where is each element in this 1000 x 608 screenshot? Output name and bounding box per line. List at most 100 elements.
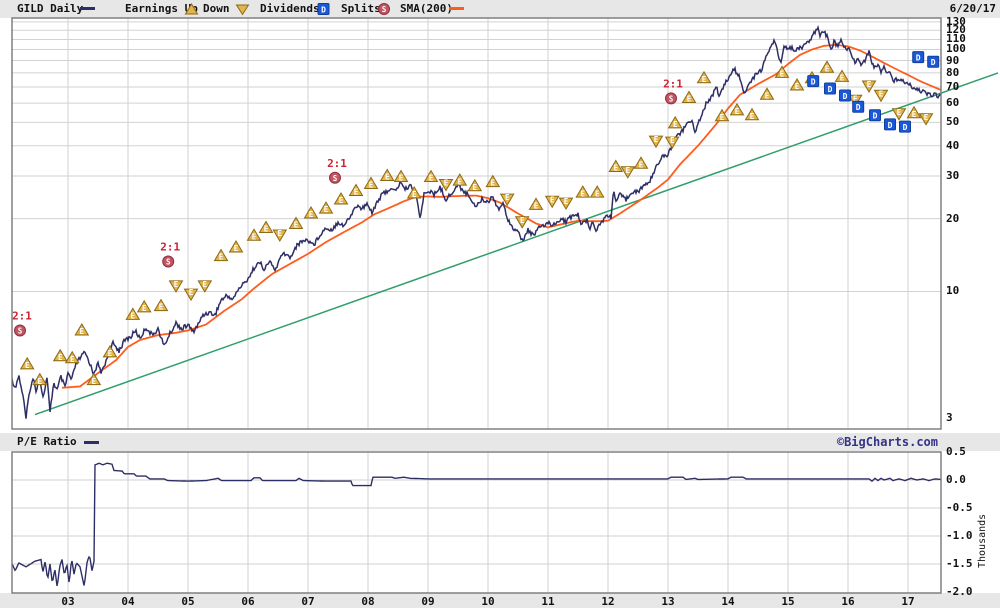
svg-text:D: D <box>321 6 326 15</box>
svg-text:E: E <box>687 95 692 104</box>
svg-text:E: E <box>924 113 929 122</box>
main-y-axis-tick-label: 10 <box>946 284 960 298</box>
earnings-up-marker: E <box>288 216 304 230</box>
svg-text:E: E <box>399 174 404 183</box>
earnings-up-marker: E <box>363 176 379 190</box>
x-axis-year-label: 15 <box>781 595 795 608</box>
main-y-axis-tick-label: 80 <box>946 65 960 79</box>
earnings-down-marker: E <box>664 136 680 150</box>
bigcharts-brand-link[interactable]: ©BigCharts.com <box>836 435 938 449</box>
pe-y-axis-tick-label: -0.5 <box>946 501 973 514</box>
svg-text:E: E <box>219 253 224 262</box>
main-plot-area <box>12 18 941 429</box>
earnings-down-marker: E <box>438 179 454 192</box>
earnings-up-marker: E <box>423 169 439 183</box>
main-y-axis-tick-label: 100 <box>946 42 966 56</box>
split-ratio-label: 2:1 <box>160 240 180 253</box>
pe-plot-border <box>11 451 942 594</box>
earnings-up-marker: E <box>667 115 683 129</box>
main-y-axis-tick-label: 50 <box>946 115 960 129</box>
last-date-label: 6/20/17 <box>949 2 996 15</box>
dividend-marker: D <box>839 89 851 102</box>
svg-text:E: E <box>339 196 344 205</box>
earnings-up-marker: E <box>102 344 118 358</box>
pe-y-axis-tick-label: 0.0 <box>946 473 966 486</box>
earnings-down-marker: E <box>861 80 877 93</box>
x-axis-year-label: 09 <box>421 595 435 608</box>
split-marker: S 2:1 <box>663 77 683 105</box>
main-y-axis-tick-label: 3 <box>946 411 953 424</box>
earnings-up-marker: E <box>258 220 274 234</box>
symbol-title: GILD Daily <box>17 2 84 15</box>
pe-ratio-title: P/E Ratio <box>17 435 77 448</box>
dividend-marker: D <box>807 75 820 88</box>
x-axis-year-label: 12 <box>601 595 615 608</box>
svg-text:E: E <box>92 377 97 386</box>
dividend-marker: D <box>884 118 896 131</box>
earnings-up-marker: E <box>696 70 712 84</box>
split-ratio-label: 2:1 <box>327 157 347 170</box>
svg-text:E: E <box>897 108 902 117</box>
svg-text:D: D <box>888 121 893 130</box>
earnings-up-marker: E <box>774 65 790 79</box>
svg-text:E: E <box>131 312 136 321</box>
legend-dividends-label: Dividends <box>260 2 320 15</box>
earnings-up-marker: E <box>681 90 697 104</box>
main-y-axis-tick-label: 70 <box>946 79 960 93</box>
x-axis-year-label: 10 <box>481 595 495 608</box>
main-plot-border <box>11 17 942 430</box>
main-y-axis-tick-label: 20 <box>946 211 960 225</box>
svg-text:E: E <box>309 210 314 219</box>
dividend-marker: D <box>869 109 881 122</box>
earnings-up-marker: E <box>348 183 364 197</box>
x-axis-bar <box>0 593 1000 608</box>
earnings-up-marker: E <box>379 168 395 182</box>
split-icon: S <box>378 3 390 15</box>
split-ratio-label: 2:1 <box>663 77 683 90</box>
pe-line-legend-swatch <box>84 441 99 444</box>
svg-text:E: E <box>550 195 555 204</box>
svg-text:E: E <box>654 135 659 144</box>
split-marker: S 2:1 <box>327 157 347 184</box>
svg-text:E: E <box>25 361 30 370</box>
pe-ratio-line <box>12 462 941 587</box>
svg-text:E: E <box>795 82 800 91</box>
price-line-legend-swatch <box>80 7 95 10</box>
earnings-down-marker: E <box>648 135 664 149</box>
svg-text:D: D <box>873 112 878 121</box>
earnings-down-marker: E <box>873 89 889 103</box>
svg-text:E: E <box>673 120 678 129</box>
earnings-down-marker: E <box>544 195 560 209</box>
pe-y-axis-tick-label: 0.5 <box>946 445 966 458</box>
svg-text:E: E <box>142 304 147 313</box>
svg-text:E: E <box>324 205 329 214</box>
svg-text:E: E <box>458 177 463 186</box>
main-y-axis-tick-label: 30 <box>946 169 960 182</box>
earnings-down-marker: E <box>183 288 199 302</box>
svg-text:E: E <box>765 91 770 100</box>
svg-text:E: E <box>564 197 569 206</box>
svg-text:E: E <box>491 179 496 188</box>
earnings-up-marker: E <box>52 348 68 362</box>
svg-text:D: D <box>811 78 816 87</box>
svg-text:E: E <box>252 232 257 241</box>
svg-text:D: D <box>916 53 921 62</box>
main-y-axis-tick-label: 110 <box>946 32 966 46</box>
earnings-up-marker: E <box>153 298 169 312</box>
svg-text:E: E <box>720 113 725 122</box>
svg-text:E: E <box>203 280 208 289</box>
earnings-up-marker: E <box>303 206 319 219</box>
svg-text:E: E <box>385 173 390 182</box>
svg-text:E: E <box>369 181 374 190</box>
main-y-axis-tick-label: 60 <box>946 96 960 110</box>
earnings-up-marker: E <box>467 178 483 192</box>
earnings-down-marker: E <box>620 166 636 179</box>
x-axis-year-label: 08 <box>361 595 375 608</box>
pe-y-axis-tick-label: -2.0 <box>946 585 973 598</box>
dividend-marker: D <box>912 51 925 64</box>
legend-splits-label: Splits <box>341 2 381 15</box>
earnings-down-marker: E <box>514 216 530 229</box>
dividend-marker: D <box>824 82 836 95</box>
svg-text:E: E <box>534 201 539 210</box>
